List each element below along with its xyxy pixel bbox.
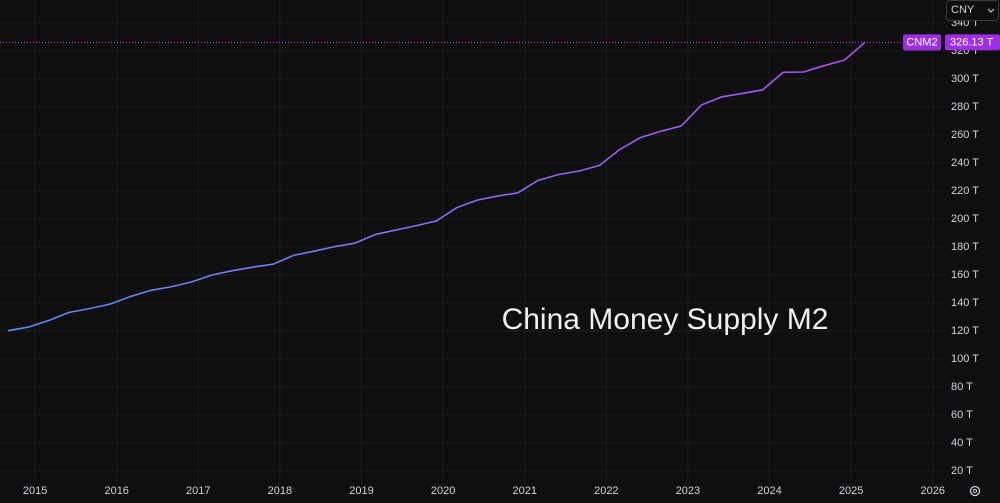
gear-center[interactable] [972, 488, 978, 494]
currency-button[interactable]: CNY [946, 0, 999, 21]
y-tick-label: 180 T [951, 241, 979, 253]
chart-annotation: China Money Supply M2 [502, 303, 829, 336]
y-tick-label: 100 T [951, 353, 979, 365]
y-tick-label: 160 T [951, 269, 979, 281]
series-name-box [903, 34, 941, 51]
x-tick-label: 2023 [676, 485, 700, 497]
y-tick-label: 60 T [951, 409, 973, 421]
currency-box[interactable] [946, 0, 999, 21]
x-tick-label: 2021 [512, 485, 536, 497]
settings-button[interactable] [969, 485, 981, 497]
y-tick-label: 200 T [951, 213, 979, 225]
x-tick-label: 2015 [23, 485, 47, 497]
x-tick-label: 2018 [268, 485, 292, 497]
last-value-box [945, 34, 1000, 51]
series-name: CNM2 [906, 36, 937, 48]
x-tick-label: 2019 [349, 485, 373, 497]
last-value-label: 326.13 T [950, 36, 994, 48]
y-tick-label: 120 T [951, 325, 979, 337]
y-tick-label: 280 T [951, 101, 979, 113]
chevron[interactable] [987, 8, 995, 13]
x-tick-label: 2024 [757, 485, 781, 497]
y-tick-label: 20 T [951, 465, 973, 477]
y-tick-label: 300 T [951, 73, 979, 85]
x-tick-label: 2022 [594, 485, 618, 497]
y-tick-label: 40 T [951, 437, 973, 449]
x-tick-label: 2026 [921, 485, 945, 497]
x-tick-label: 2020 [431, 485, 455, 497]
y-tick-label: 260 T [951, 129, 979, 141]
y-tick-label: 80 T [951, 381, 973, 393]
y-tick-label: 140 T [951, 297, 979, 309]
y-tick-label: 240 T [951, 157, 979, 169]
x-tick-label: 2025 [839, 485, 863, 497]
series-line [7, 41, 866, 332]
y-tick-label: 220 T [951, 185, 979, 197]
gear-icon[interactable] [969, 485, 981, 497]
x-tick-label: 2017 [186, 485, 210, 497]
x-tick-label: 2016 [104, 485, 128, 497]
currency-label[interactable]: CNY [951, 4, 975, 16]
